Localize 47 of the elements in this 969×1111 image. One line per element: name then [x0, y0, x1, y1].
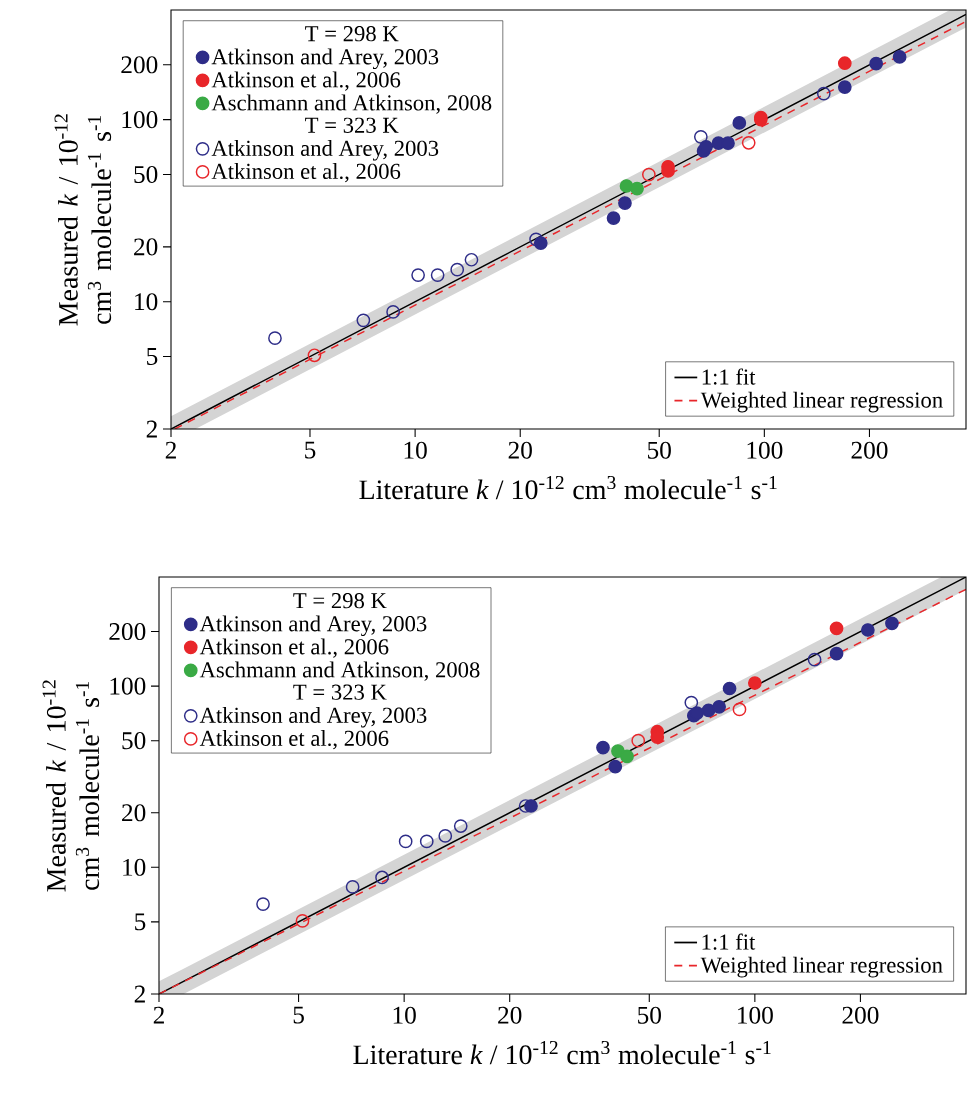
x-tick-label: 100	[747, 441, 783, 459]
y-tick-label: 2	[134, 985, 145, 1003]
legend-label: Atkinson and Arey, 2003	[211, 48, 439, 70]
y-tick-label: 20	[134, 238, 158, 256]
legend-label: Atkinson and Arey, 2003	[199, 615, 427, 637]
legend-label: Weighted linear regression	[700, 956, 943, 978]
legend-label: 1:1 fit	[702, 933, 756, 950]
text: Literature k / 10$^{-12}$ cm$^{3}$ molecule$^{-1}$ s$^{-1}$	[353, 1040, 771, 1065]
legend-label: Atkinson and Arey, 2003	[199, 706, 427, 728]
x-tick-label: 200	[851, 441, 888, 459]
x-tick-label: 100	[738, 1006, 773, 1024]
x-tick-label: 5	[293, 1006, 304, 1024]
y-tick-label: 100	[110, 677, 146, 695]
x-tick-label: 50	[638, 1006, 661, 1024]
x-tick-label: 10	[404, 441, 427, 459]
annotation: T = 298 K	[293, 593, 387, 609]
y-tick-label: 200	[109, 623, 146, 641]
legend-label: Atkinson and Arey, 2003	[211, 139, 439, 161]
x-tick-label: 5	[305, 441, 316, 459]
annotation: T = 323 K	[293, 684, 387, 700]
annotation: T = 298 K	[305, 26, 399, 42]
text: Literature k / 10$^{-12}$ cm$^{3}$ molecule$^{-1}$ s$^{-1}$	[359, 475, 777, 500]
y-tick-label: 5	[147, 348, 158, 365]
x-tick-label: 20	[498, 1006, 522, 1024]
x-tick-label: 20	[508, 441, 532, 459]
annotation: T = 323 K	[305, 117, 399, 133]
y-tick-label: 100	[122, 111, 158, 129]
y-tick-label: 2	[146, 420, 157, 438]
y-tick-label: 10	[135, 293, 158, 311]
legend-label: 1:1 fit	[702, 368, 756, 385]
legend-label: Aschmann and Atkinson, 2008	[211, 94, 492, 114]
legend-label: Atkinson et al., 2006	[211, 163, 401, 183]
x-tick-label: 200	[842, 1006, 879, 1024]
legend-label: Atkinson et al., 2006	[199, 730, 389, 750]
y-tick-label: 50	[122, 732, 146, 750]
legend-label: Atkinson et al., 2006	[199, 638, 389, 658]
y-tick-label: 5	[135, 913, 146, 931]
legend-label: Atkinson et al., 2006	[211, 71, 401, 91]
legend-label: Weighted linear regression	[700, 391, 943, 413]
y-tick-label: 10	[123, 858, 146, 876]
x-tick-label: 2	[165, 441, 176, 459]
legend-label: Aschmann and Atkinson, 2008	[199, 661, 480, 681]
y-tick-label: 20	[122, 804, 146, 822]
y-tick-label: 200	[121, 56, 158, 74]
x-tick-label: 50	[648, 441, 671, 459]
y-tick-label: 50	[134, 165, 158, 183]
x-tick-label: 10	[393, 1006, 416, 1024]
